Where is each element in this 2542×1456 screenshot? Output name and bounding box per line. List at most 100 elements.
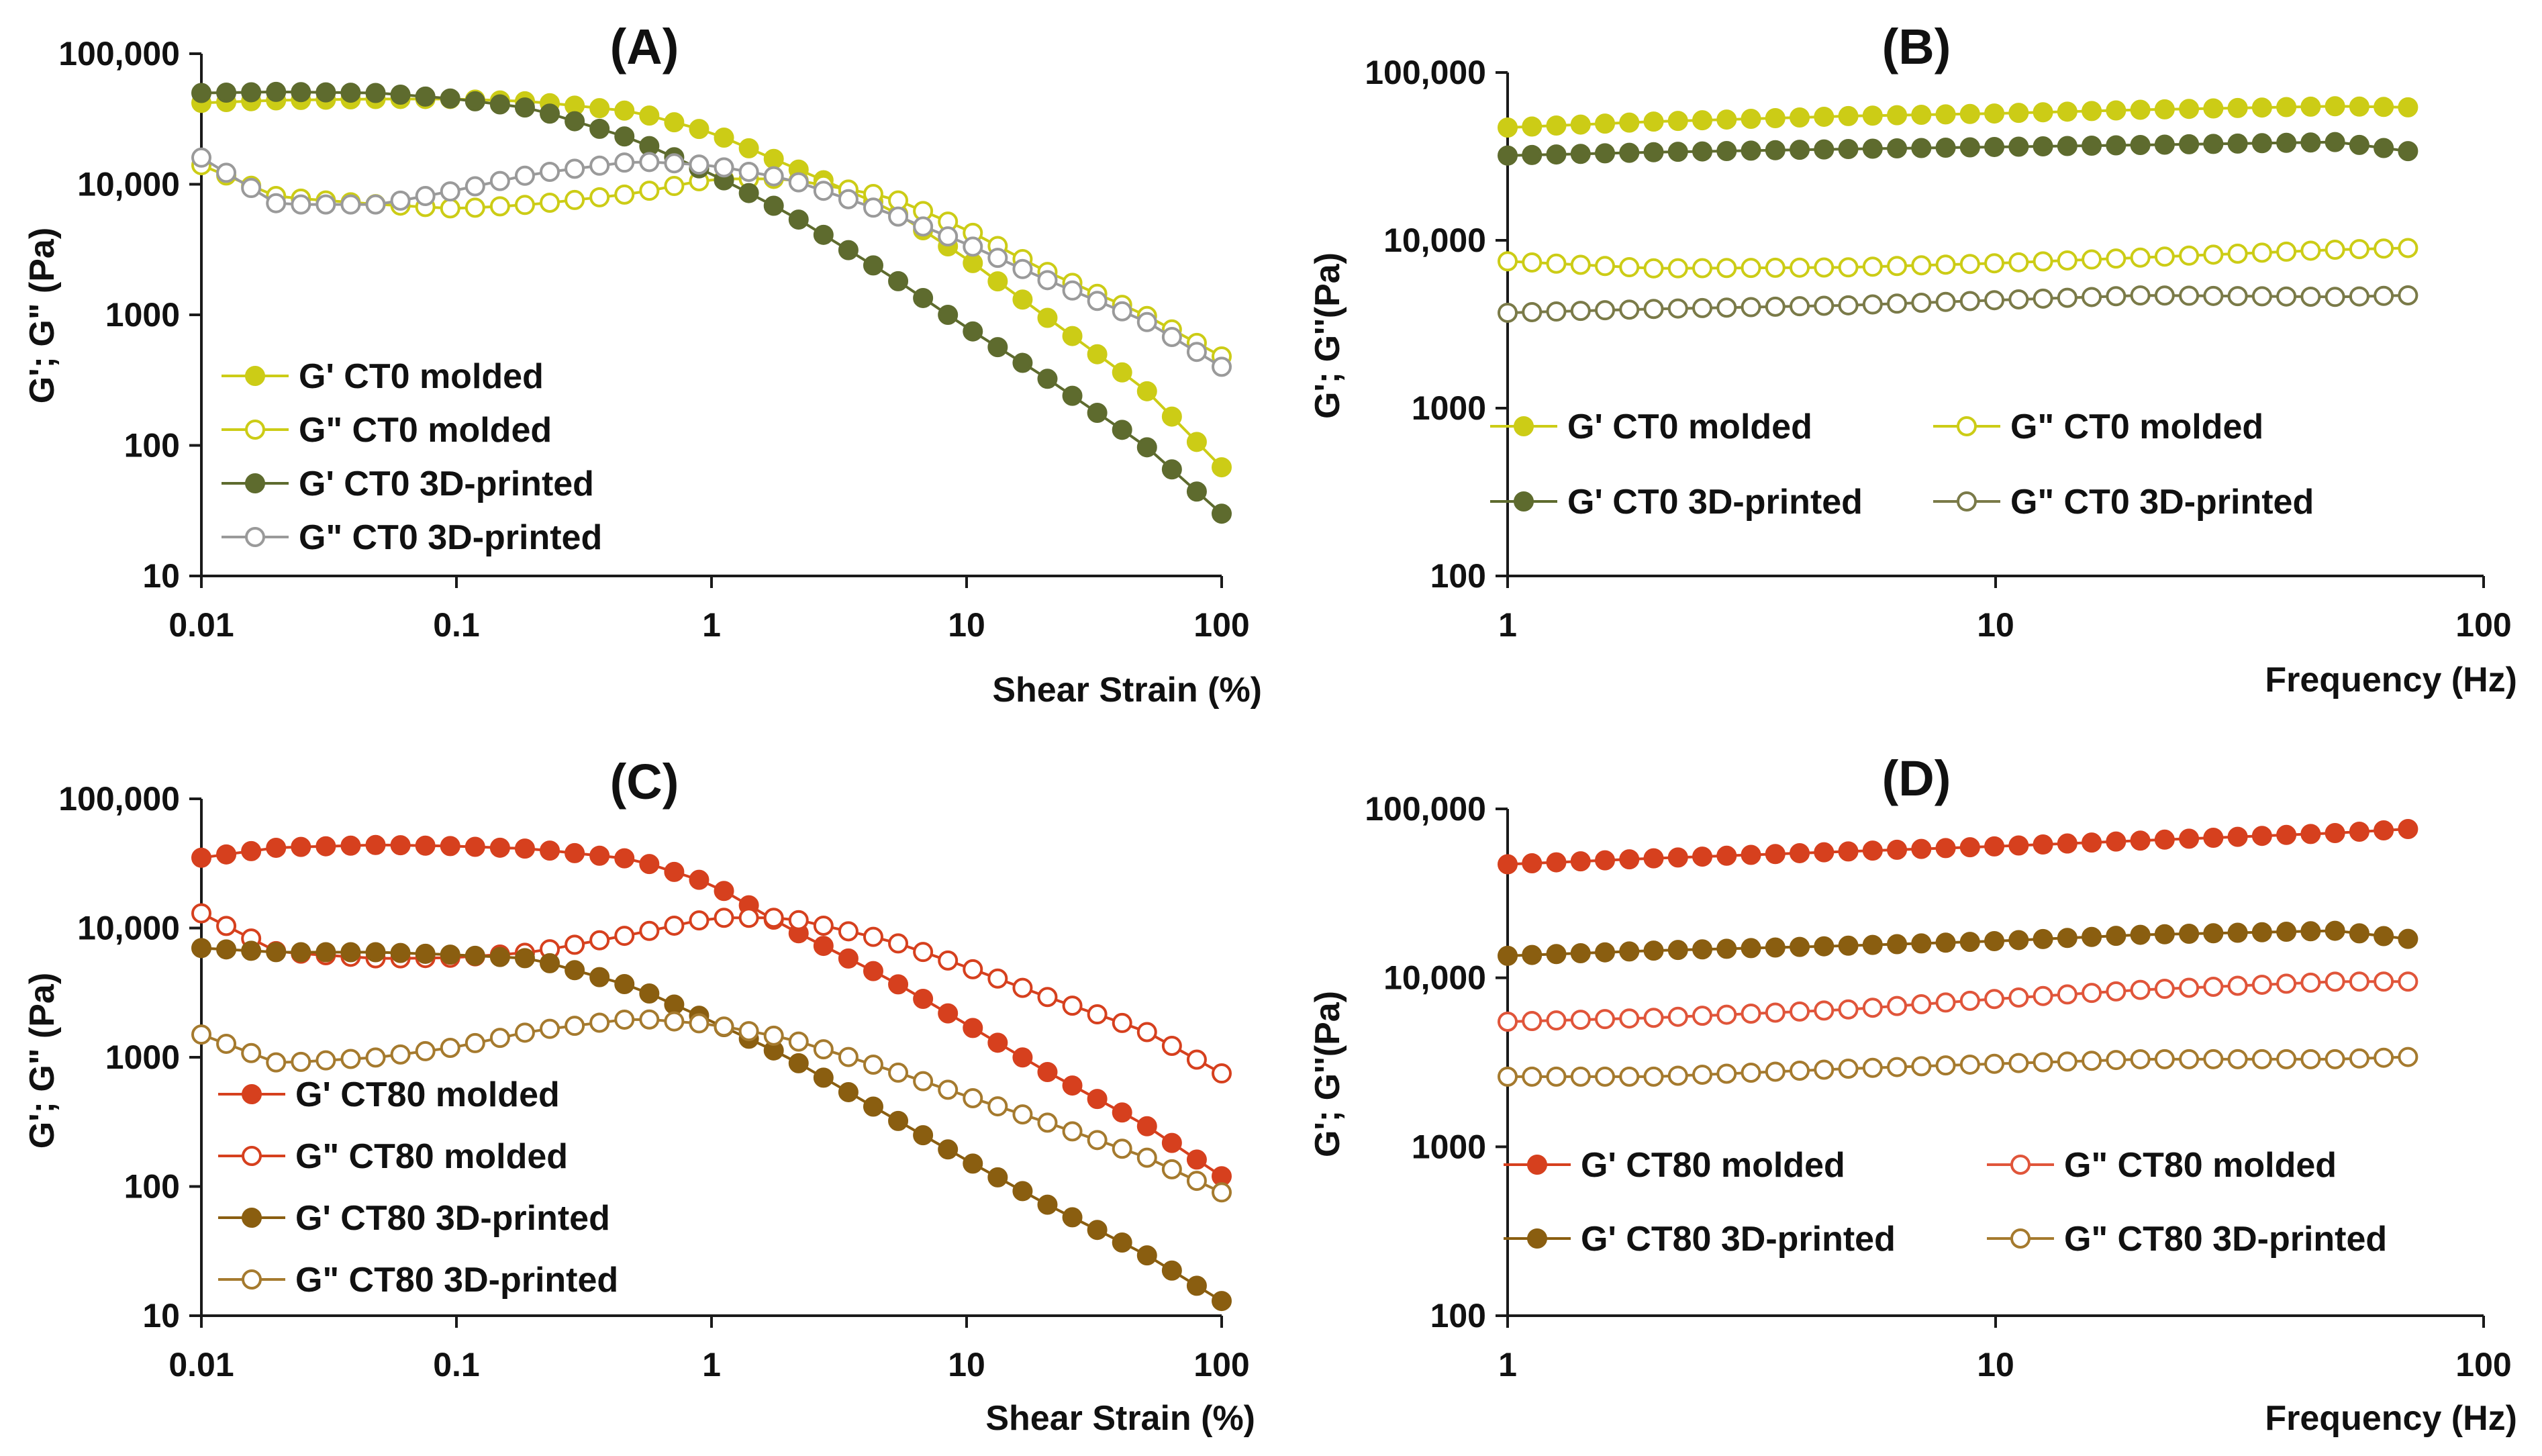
data-point	[1765, 937, 1786, 958]
data-point	[1959, 103, 1980, 124]
panel-c: (C) 10 100 1000 10,000 100,000 0.01 0.1 1 10 100 Sh…	[23, 754, 1255, 1438]
data-point	[241, 82, 262, 103]
data-point	[1984, 136, 2005, 157]
data-point	[514, 195, 535, 215]
data-point	[589, 155, 610, 176]
data-point	[2179, 924, 2200, 944]
data-point	[241, 178, 262, 199]
data-point	[2106, 286, 2127, 307]
series-line	[1507, 929, 2408, 957]
data-point	[689, 119, 710, 140]
data-point	[714, 881, 734, 902]
legend-marker	[242, 1084, 262, 1104]
data-point	[1667, 111, 1688, 132]
data-point	[2154, 134, 2175, 155]
data-point	[938, 305, 959, 326]
data-point	[1087, 1089, 1108, 1110]
x-axis-label: Frequency (Hz)	[2265, 1399, 2517, 1438]
data-point	[1814, 295, 1835, 316]
data-point	[913, 988, 934, 1009]
data-point	[2203, 1049, 2224, 1069]
x-tick-label: 10	[1977, 1346, 2014, 1384]
data-point	[2082, 249, 2102, 270]
data-point	[1619, 299, 1640, 320]
data-point	[1619, 1008, 1640, 1029]
data-point	[1570, 1066, 1591, 1087]
data-point	[1037, 369, 1058, 389]
data-point	[1741, 1004, 1761, 1024]
data-point	[1112, 420, 1132, 440]
data-point	[2179, 134, 2200, 154]
data-point	[540, 1018, 560, 1039]
series-line	[1507, 293, 2408, 314]
data-point	[714, 908, 734, 928]
data-point	[1161, 459, 1182, 480]
data-point	[390, 835, 411, 856]
data-point	[1595, 942, 1616, 963]
data-point	[788, 910, 809, 930]
data-point	[714, 128, 734, 148]
data-point	[2349, 1048, 2369, 1069]
data-point	[1186, 1171, 1207, 1192]
y-tick-label: 10	[142, 557, 180, 595]
legend-label: G' CT0 molded	[1567, 407, 1812, 446]
data-point	[963, 321, 983, 342]
legend-item: G" CT80 molded	[1987, 1146, 2337, 1185]
data-point	[987, 248, 1008, 269]
data-point	[963, 236, 983, 257]
data-point	[888, 933, 909, 954]
data-point	[614, 152, 635, 173]
data-point	[913, 216, 934, 237]
data-point	[763, 166, 784, 187]
data-point	[913, 1125, 934, 1146]
data-point	[2179, 828, 2200, 849]
data-point	[1037, 1061, 1058, 1082]
data-point	[2154, 99, 2175, 119]
data-point	[1959, 291, 1980, 311]
data-point	[2300, 1049, 2321, 1069]
data-point	[2374, 926, 2394, 947]
data-point	[1911, 933, 1932, 954]
data-point	[1984, 1053, 2005, 1074]
data-point	[788, 1053, 809, 1073]
legend-item: G' CT0 3D-printed	[222, 465, 594, 503]
data-point	[1911, 255, 1932, 276]
data-point	[714, 157, 734, 178]
y-tick-label: 1000	[1412, 1128, 1486, 1165]
legend: G' CT80 molded G" CT80 molded G' CT80 3D-p…	[218, 1075, 618, 1300]
data-point	[763, 1025, 784, 1046]
legend-item: G" CT80 3D-printed	[218, 1261, 618, 1300]
data-point	[1790, 1060, 1810, 1081]
panel-title: (D)	[1882, 750, 1951, 806]
data-point	[614, 184, 635, 205]
data-point	[315, 942, 336, 963]
data-point	[1522, 853, 1543, 874]
data-point	[1595, 1009, 1616, 1030]
data-point	[1570, 942, 1591, 963]
data-point	[2276, 922, 2297, 942]
legend-marker	[242, 1146, 262, 1166]
data-point	[1186, 481, 1207, 502]
data-point	[1136, 311, 1157, 332]
data-point	[1546, 852, 1567, 873]
legend-item: G" CT0 molded	[1933, 407, 2263, 446]
data-point	[1037, 270, 1058, 291]
data-point	[1765, 140, 1786, 160]
data-point	[1062, 1075, 1083, 1096]
data-point	[540, 192, 560, 213]
data-point	[1522, 944, 1543, 965]
data-point	[2203, 98, 2224, 119]
data-point	[2033, 136, 2053, 156]
data-point	[565, 1016, 585, 1036]
x-tick-label: 100	[2455, 606, 2511, 644]
data-point	[2057, 250, 2077, 271]
data-point	[1087, 1130, 1108, 1151]
data-point	[963, 1018, 983, 1038]
data-point	[2398, 1047, 2418, 1067]
data-point	[1522, 1066, 1543, 1087]
data-point	[2325, 287, 2345, 307]
data-point	[2398, 141, 2418, 162]
data-point	[863, 1096, 883, 1117]
legend-label: G' CT0 molded	[299, 357, 544, 396]
legend: G' CT0 molded G" CT0 molded G' CT0 3D-prin…	[1490, 407, 2314, 522]
